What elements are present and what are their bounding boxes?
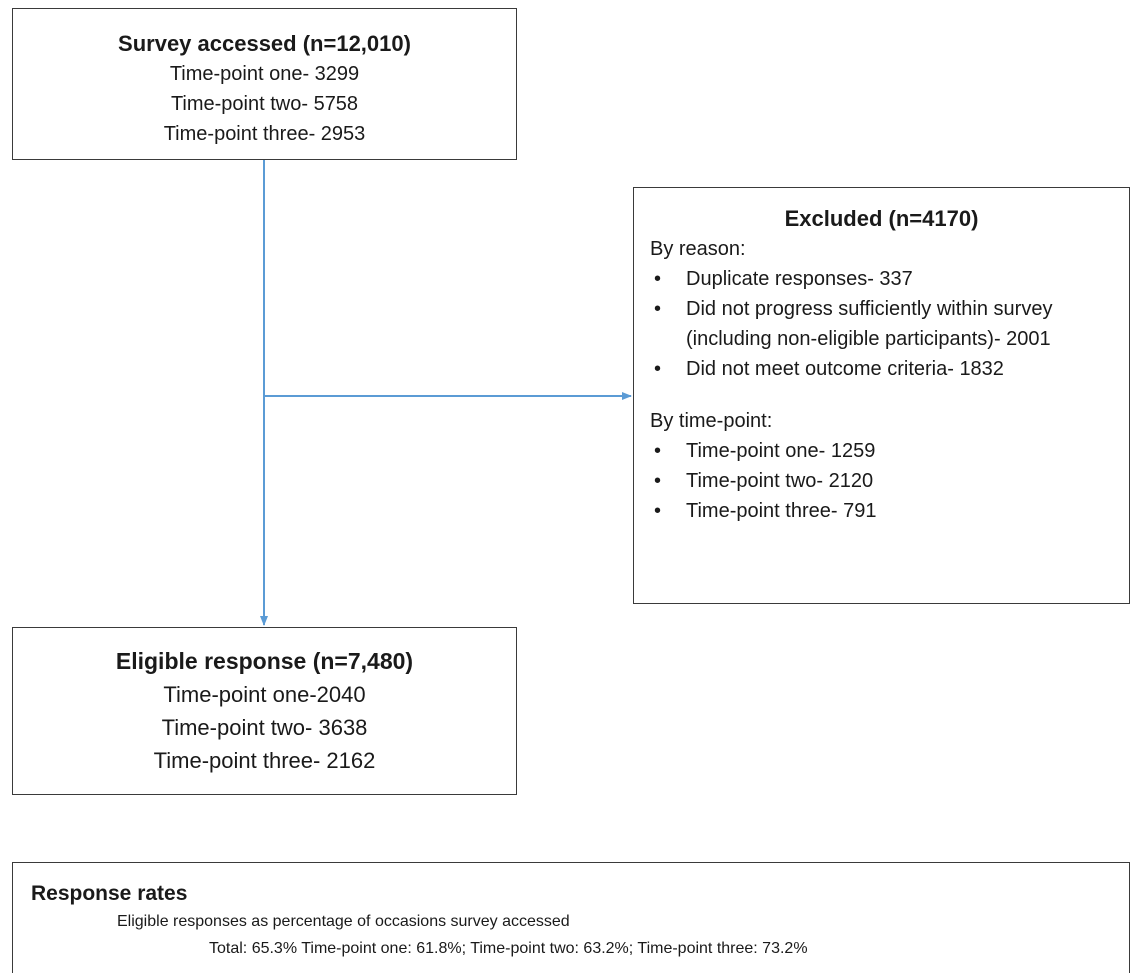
timepoint-text: Time-point one- 1259 xyxy=(686,440,875,462)
reason-item: • Duplicate responses- 337 xyxy=(650,264,1129,294)
bullet-glyph: • xyxy=(654,436,661,466)
timepoint-item: • Time-point two- 2120 xyxy=(650,466,1129,496)
by-reason-heading: By reason: xyxy=(650,234,1129,264)
reason-text: Duplicate responses- 337 xyxy=(686,268,913,290)
reason-list: • Duplicate responses- 337 • Did not progr… xyxy=(650,264,1129,384)
eligible-response-box: Eligible response (n=7,480) Time-point o… xyxy=(12,627,517,795)
timepoint-list: • Time-point one- 1259 • Time-point two- 2… xyxy=(650,436,1129,526)
eligible-timepoint-two: Time-point two- 3638 xyxy=(13,711,516,744)
excluded-box: Excluded (n=4170) By reason: • Duplicate … xyxy=(633,187,1130,604)
eligible-timepoint-one: Time-point one-2040 xyxy=(13,678,516,711)
bullet-glyph: • xyxy=(654,294,661,324)
bullet-glyph: • xyxy=(654,264,661,294)
eligible-response-title: Eligible response (n=7,480) xyxy=(13,644,516,678)
response-rates-title: Response rates xyxy=(31,879,1129,909)
response-rates-subtitle: Eligible responses as percentage of occa… xyxy=(31,909,1129,935)
bullet-glyph: • xyxy=(654,466,661,496)
reason-item: • Did not progress sufficiently within su… xyxy=(650,294,1129,354)
bullet-glyph: • xyxy=(654,496,661,526)
reason-item: • Did not meet outcome criteria- 1832 xyxy=(650,354,1129,384)
reason-text: Did not meet outcome criteria- 1832 xyxy=(686,358,1004,380)
response-rates-box: Response rates Eligible responses as per… xyxy=(12,862,1130,973)
timepoint-item: • Time-point three- 791 xyxy=(650,496,1129,526)
eligible-timepoint-three: Time-point three- 2162 xyxy=(13,744,516,777)
response-rates-values: Total: 65.3% Time-point one: 61.8%; Time… xyxy=(31,935,1129,963)
excluded-title: Excluded (n=4170) xyxy=(650,204,1129,234)
reason-text: Did not progress sufficiently within sur… xyxy=(686,298,1052,350)
survey-accessed-box: Survey accessed (n=12,010) Time-point on… xyxy=(12,8,517,160)
bullet-glyph: • xyxy=(654,354,661,384)
timepoint-item: • Time-point one- 1259 xyxy=(650,436,1129,466)
survey-timepoint-two: Time-point two- 5758 xyxy=(13,89,516,119)
survey-accessed-title: Survey accessed (n=12,010) xyxy=(13,29,516,59)
timepoint-text: Time-point two- 2120 xyxy=(686,470,873,492)
survey-timepoint-three: Time-point three- 2953 xyxy=(13,119,516,149)
survey-timepoint-one: Time-point one- 3299 xyxy=(13,59,516,89)
timepoint-text: Time-point three- 791 xyxy=(686,500,876,522)
by-timepoint-heading: By time-point: xyxy=(650,406,1129,436)
